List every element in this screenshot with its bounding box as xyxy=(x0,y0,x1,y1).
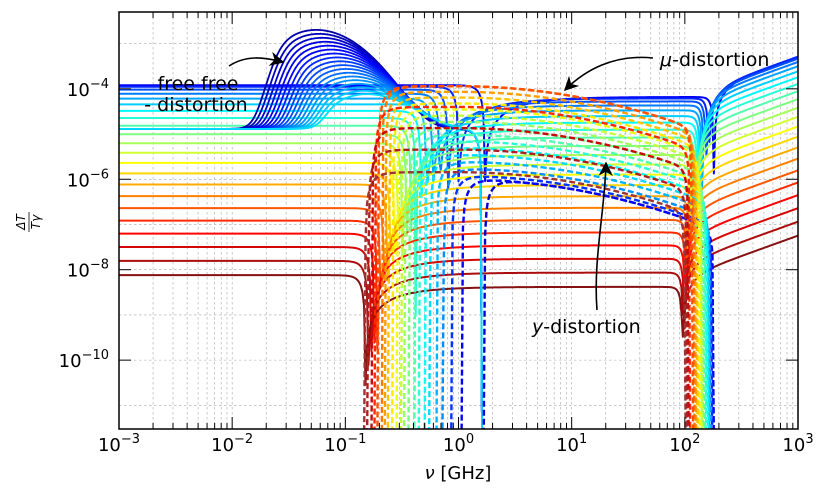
mu-distortion-curve xyxy=(119,125,798,255)
y-distortion-curve xyxy=(399,114,704,429)
y-tick-label: 10−6 xyxy=(67,167,109,191)
x-tick-label: 103 xyxy=(782,432,813,456)
y-tick-label: 10−10 xyxy=(59,348,109,372)
mu-distortion-curve xyxy=(119,76,798,199)
annotation-free-free: free free - distortion xyxy=(144,51,285,116)
annotation-mu-label: μ-distortion xyxy=(659,49,769,71)
y-tick-label: 10−8 xyxy=(67,258,109,282)
y-distortion-curve xyxy=(391,102,701,429)
y-tick-label: 10−4 xyxy=(67,77,109,101)
y-distortion-curve xyxy=(402,120,704,429)
x-tick-label: 10−2 xyxy=(211,432,253,456)
mu-distortion-curve xyxy=(119,55,798,183)
y-distortion-curve xyxy=(395,108,702,429)
y-distortion-curve xyxy=(365,148,689,429)
curves xyxy=(119,28,798,429)
x-tick-label: 102 xyxy=(669,432,700,456)
mu-distortion-curve xyxy=(119,106,798,262)
y-distortion-curve xyxy=(376,84,695,429)
y-axis-label-denominator: Tγ xyxy=(29,214,43,229)
x-tick-label: 101 xyxy=(556,432,587,456)
annotation-y-label: y-distortion xyxy=(531,316,641,338)
mu-distortion-curve xyxy=(119,181,798,351)
annotation-mu: μ-distortion xyxy=(563,49,769,92)
y-distortion-curve xyxy=(413,133,707,429)
y-axis-label: ΔT Tγ xyxy=(14,212,43,232)
annotation-free-free-line1: free free xyxy=(158,73,239,95)
x-tick-label: 100 xyxy=(443,432,474,456)
annotation-free-free-line2: - distortion xyxy=(144,94,247,116)
annotation-free-free-arrow xyxy=(228,51,285,67)
mu-distortion-curve xyxy=(119,65,798,190)
mu-distortion-curve xyxy=(119,115,798,232)
x-axis-label: ν [GHz] xyxy=(425,463,492,484)
y-distortion-curve xyxy=(370,126,690,429)
mu-distortion-curve xyxy=(119,98,798,237)
y-distortion-curve xyxy=(363,170,687,429)
y-distortion-curve xyxy=(383,90,698,429)
y-distortion-curve xyxy=(386,96,699,429)
ticks: 10−3 10−2 10−1 100 101 102 103 10−10 10−8 10−6 10−… xyxy=(59,12,814,456)
y-distortion-curve xyxy=(417,140,708,429)
x-tick-label: 10−3 xyxy=(98,432,140,456)
annotation-y: y-distortion xyxy=(531,161,641,338)
annotation-y-arrow xyxy=(595,161,613,311)
y-distortion-curve xyxy=(427,154,711,429)
y-axis-label-numerator: ΔT xyxy=(14,213,28,231)
x-tick-label: 10−1 xyxy=(324,432,366,456)
annotation-mu-arrow xyxy=(563,56,654,92)
